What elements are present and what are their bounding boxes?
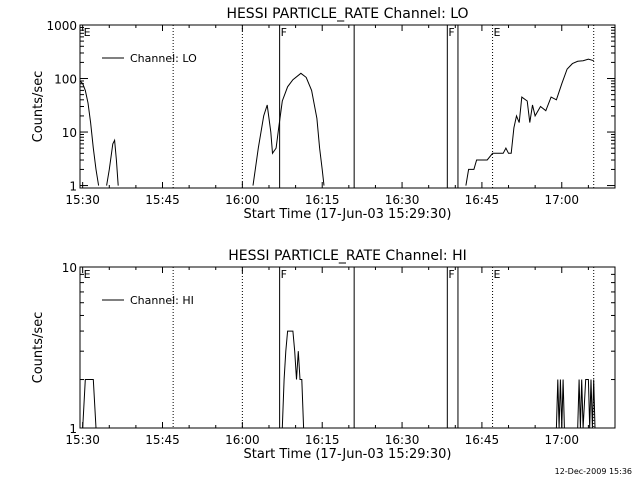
- chart-title: HESSI PARTICLE_RATE Channel: HI: [228, 248, 466, 264]
- series-line: [465, 58, 594, 186]
- y-tick-label: 1: [69, 180, 77, 194]
- x-tick-label: 15:30: [65, 193, 100, 207]
- x-axis-label: Start Time (17-Jun-03 15:29:30): [244, 447, 452, 462]
- footer-timestamp: 12-Dec-2009 15:36: [554, 467, 632, 476]
- x-tick-label: 17:00: [544, 433, 579, 447]
- y-axis-label: Counts/sec: [31, 71, 46, 143]
- event-marker-label: F: [281, 26, 287, 39]
- legend-label: Channel: LO: [130, 52, 197, 65]
- x-tick-label: 17:00: [544, 193, 579, 207]
- legend-label: Channel: HI: [130, 294, 194, 307]
- plot-frame: [79, 24, 616, 189]
- x-tick-label: 15:45: [145, 193, 180, 207]
- y-tick-label: 1000: [46, 19, 77, 33]
- y-tick-label: 100: [54, 73, 77, 87]
- event-marker-label: E: [84, 26, 91, 39]
- x-tick-label: 16:15: [305, 433, 340, 447]
- series-line: [555, 379, 565, 429]
- x-tick-label: 16:15: [305, 193, 340, 207]
- x-tick-label: 16:45: [465, 193, 500, 207]
- x-tick-label: 16:30: [385, 193, 420, 207]
- event-marker-label: F: [448, 26, 454, 39]
- series-line: [106, 138, 119, 186]
- event-marker-label: E: [84, 268, 91, 281]
- plot-frame: [79, 266, 616, 429]
- event-marker-label: E: [494, 268, 501, 281]
- y-tick-label: 1: [69, 422, 77, 436]
- series-line: [82, 379, 97, 429]
- event-marker-label: E: [494, 26, 501, 39]
- event-marker-label: F: [448, 268, 454, 281]
- x-tick-label: 16:00: [225, 193, 260, 207]
- x-tick-label: 16:45: [465, 433, 500, 447]
- x-tick-label: 16:30: [385, 433, 420, 447]
- x-tick-label: 15:45: [145, 433, 180, 447]
- series-line: [577, 379, 596, 429]
- y-tick-label: 10: [62, 126, 77, 140]
- event-marker-label: F: [281, 268, 287, 281]
- series-line: [281, 330, 305, 429]
- y-tick-label: 10: [62, 261, 77, 275]
- series-line: [79, 80, 100, 186]
- x-tick-label: 16:00: [225, 433, 260, 447]
- x-axis-label: Start Time (17-Jun-03 15:29:30): [244, 207, 452, 222]
- y-axis-label: Counts/sec: [31, 312, 46, 384]
- chart-title: HESSI PARTICLE_RATE Channel: LO: [226, 6, 468, 22]
- x-tick-label: 15:30: [65, 433, 100, 447]
- series-line: [252, 72, 325, 186]
